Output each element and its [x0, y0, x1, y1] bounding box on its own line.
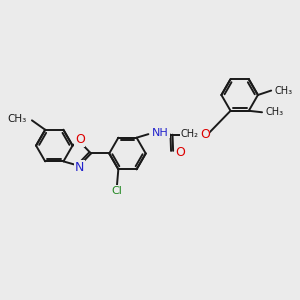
Text: NH: NH	[152, 128, 169, 138]
Text: Cl: Cl	[111, 186, 122, 196]
Text: CH₂: CH₂	[180, 129, 198, 139]
Text: O: O	[176, 146, 185, 159]
Text: N: N	[75, 160, 85, 173]
Text: CH₃: CH₃	[275, 85, 293, 96]
Text: CH₃: CH₃	[8, 114, 27, 124]
Text: O: O	[75, 134, 85, 146]
Text: CH₃: CH₃	[266, 107, 284, 117]
Text: O: O	[200, 128, 210, 141]
